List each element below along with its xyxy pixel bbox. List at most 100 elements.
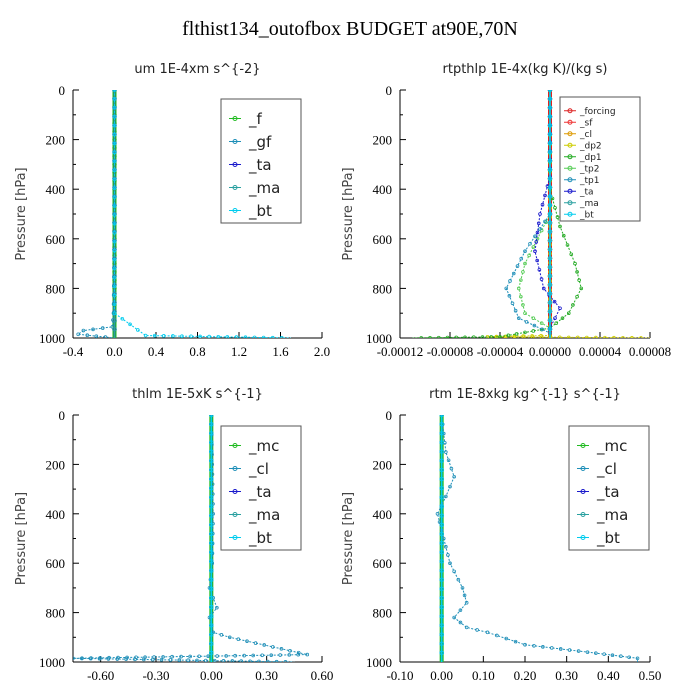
series-marker: [112, 211, 117, 217]
series-marker: [547, 247, 553, 252]
y-axis-label: Pressure [hPa]: [14, 492, 29, 585]
series-marker: [537, 267, 542, 272]
series-marker: [489, 335, 494, 338]
series-line-cl: [436, 415, 638, 662]
series-marker: [283, 660, 288, 662]
x-tick-label: 0.00: [200, 668, 223, 683]
series-marker: [270, 335, 275, 338]
series-marker: [458, 608, 463, 612]
series-marker: [197, 654, 201, 659]
series-marker: [94, 334, 99, 338]
series-marker: [515, 264, 520, 268]
series-marker: [452, 615, 456, 620]
series-marker: [566, 311, 571, 316]
legend-marker: [232, 535, 238, 540]
series-marker: [516, 316, 521, 320]
series-marker: [112, 275, 117, 280]
series-marker: [439, 595, 444, 601]
series-marker: [547, 167, 553, 172]
series-marker: [439, 440, 444, 445]
series-marker: [510, 301, 515, 306]
series-marker: [419, 336, 424, 338]
series-marker: [549, 646, 554, 650]
series-marker: [585, 335, 589, 338]
series-marker: [575, 335, 580, 338]
legend-marker: [580, 489, 586, 494]
series-marker: [209, 540, 214, 546]
x-tick-label: 0.10: [472, 668, 495, 683]
series-marker: [523, 311, 527, 316]
series-marker: [112, 302, 117, 307]
series-marker: [547, 291, 553, 296]
series-marker: [547, 176, 553, 181]
y-tick-label: 600: [373, 232, 393, 247]
series-marker: [112, 311, 117, 316]
series-marker: [619, 654, 623, 659]
series-marker: [523, 642, 527, 647]
series-marker: [475, 628, 479, 632]
series-marker: [216, 334, 221, 338]
series-marker: [73, 656, 75, 661]
series-line-ta: [534, 90, 561, 338]
y-tick-label: 200: [373, 457, 393, 472]
series-marker: [452, 569, 456, 574]
series-marker: [439, 650, 444, 656]
series-marker: [152, 333, 157, 338]
series-marker: [242, 653, 246, 658]
y-tick-label: 800: [373, 281, 393, 296]
series-marker: [236, 637, 241, 642]
series-marker: [503, 335, 508, 338]
legend-label: _gf: [248, 133, 272, 152]
series-marker: [261, 335, 266, 338]
legend-label: _bt: [579, 210, 594, 220]
series-marker: [125, 655, 129, 660]
legend-label: _dp2: [579, 141, 602, 151]
legend-marker: [567, 154, 573, 160]
series-marker: [439, 577, 444, 582]
series-marker: [547, 326, 553, 332]
series-marker: [504, 636, 509, 641]
series-marker: [248, 659, 252, 662]
series-marker: [209, 485, 214, 491]
series-marker: [547, 282, 553, 288]
series-marker: [464, 600, 469, 605]
series-marker: [540, 202, 545, 207]
x-tick-label: 0.30: [255, 668, 278, 683]
legend-marker: [567, 188, 573, 194]
series-marker: [439, 513, 444, 518]
series-marker: [519, 294, 523, 299]
legend-label: _ta: [248, 156, 272, 175]
series-marker: [547, 158, 553, 164]
series-marker: [439, 550, 444, 555]
series-marker: [495, 633, 499, 638]
series-marker: [547, 229, 553, 234]
series-marker: [112, 213, 117, 217]
series-marker: [458, 620, 463, 625]
panel-title: um 1E-4xm s^{-2}: [134, 62, 260, 77]
panel-1: um 1E-4xm s^{-2} Pressure [hPa] 0 200 400 600…: [14, 62, 330, 359]
legend-marker: [232, 116, 238, 121]
series-marker: [547, 123, 553, 128]
series-marker: [195, 658, 199, 662]
series-marker: [514, 332, 519, 336]
series-marker: [547, 132, 553, 137]
series-marker: [296, 652, 301, 657]
legend-label: _bt: [248, 202, 272, 221]
series-marker: [531, 316, 536, 320]
series-marker: [100, 326, 105, 330]
series-marker: [224, 654, 228, 658]
series-line-gf: [76, 90, 115, 338]
series-marker: [547, 202, 553, 208]
y-tick-label: 0: [59, 408, 66, 423]
series-marker: [112, 159, 117, 164]
series-marker: [533, 234, 537, 239]
series-marker: [209, 614, 214, 619]
series-marker: [106, 657, 111, 661]
series-marker: [539, 335, 544, 338]
series-marker: [557, 335, 562, 338]
y-tick-label: 0: [386, 83, 393, 98]
series-marker: [161, 655, 165, 659]
series-marker: [209, 632, 214, 637]
series-marker: [212, 658, 217, 662]
series-marker: [209, 559, 214, 564]
